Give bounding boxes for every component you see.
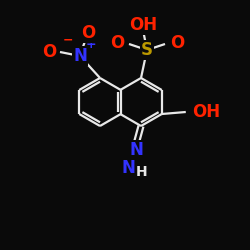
- Text: N: N: [129, 141, 143, 159]
- Text: S: S: [141, 41, 153, 59]
- Text: H: H: [136, 165, 147, 179]
- Text: OH: OH: [192, 103, 220, 121]
- Text: O: O: [42, 43, 56, 61]
- Text: OH: OH: [129, 16, 157, 34]
- Text: O: O: [110, 34, 124, 52]
- Text: N: N: [73, 47, 87, 65]
- Text: O: O: [81, 24, 95, 42]
- Text: +: +: [86, 38, 97, 51]
- Text: O: O: [170, 34, 184, 52]
- Text: N: N: [121, 159, 135, 177]
- Text: −: −: [63, 34, 74, 47]
